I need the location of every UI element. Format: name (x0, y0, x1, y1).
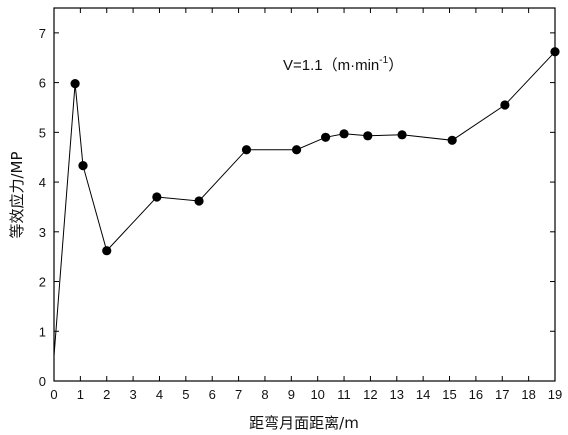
x-tick-label: 17 (495, 387, 509, 402)
x-tick-label: 3 (129, 387, 136, 402)
y-tick-label: 0 (39, 374, 46, 389)
x-tick-label: 6 (209, 387, 216, 402)
data-point (241, 145, 252, 155)
y-tick-label: 3 (39, 225, 46, 240)
data-point (397, 130, 407, 140)
x-tick-label: 0 (50, 387, 57, 402)
plot-frame (53, 7, 556, 382)
data-point (363, 131, 373, 141)
x-tick-label: 1 (77, 387, 84, 402)
x-tick-label: 2 (103, 387, 110, 402)
x-tick-label: 15 (442, 387, 456, 402)
x-tick-label: 19 (548, 387, 562, 402)
x-axis-ticks: 0 1 2 3 4 5 6 7 8 9 10 11 12 13 14 15 16 17 18 19 (50, 8, 562, 402)
x-tick-label: 16 (469, 387, 483, 402)
y-tick-label: 5 (39, 125, 46, 140)
x-tick-label: 10 (310, 387, 324, 402)
data-point (152, 192, 162, 202)
speed-annotation: V=1.1（m·min-1） (283, 55, 403, 74)
x-axis-title: 距弯月面距离/m (249, 414, 359, 432)
data-point (320, 132, 331, 142)
x-tick-label: 12 (363, 387, 377, 402)
y-axis-ticks: 0 1 2 3 4 5 6 7 (39, 26, 555, 389)
series-layer (53, 47, 560, 357)
y-tick-label: 7 (39, 26, 46, 41)
x-tick-label: 7 (235, 387, 242, 402)
data-point (194, 196, 204, 206)
x-tick-label: 9 (288, 387, 295, 402)
series-line (53, 51, 556, 357)
data-point (78, 161, 88, 171)
data-point (339, 129, 349, 139)
y-tick-label: 4 (39, 175, 46, 190)
speed-annotation-main: V=1.1（m·min (283, 57, 379, 74)
x-tick-label: 5 (182, 387, 189, 402)
y-tick-label: 2 (39, 275, 46, 290)
x-tick-label: 4 (156, 387, 163, 402)
data-point (550, 47, 560, 57)
y-tick-label: 6 (39, 76, 46, 91)
x-tick-label: 14 (416, 387, 430, 402)
x-tick-label: 11 (337, 387, 351, 402)
y-tick-label: 1 (39, 324, 46, 339)
x-tick-label: 8 (261, 387, 268, 402)
data-point (70, 78, 80, 89)
x-tick-label: 13 (390, 387, 404, 402)
y-axis-title: 等效应力/MP (8, 151, 26, 238)
speed-annotation-end: ） (388, 57, 403, 74)
data-point (102, 246, 112, 256)
data-point (291, 145, 302, 155)
data-point (500, 100, 510, 110)
x-tick-label: 18 (521, 387, 535, 402)
data-point (447, 135, 457, 145)
speed-annotation-sup: -1 (379, 55, 388, 66)
